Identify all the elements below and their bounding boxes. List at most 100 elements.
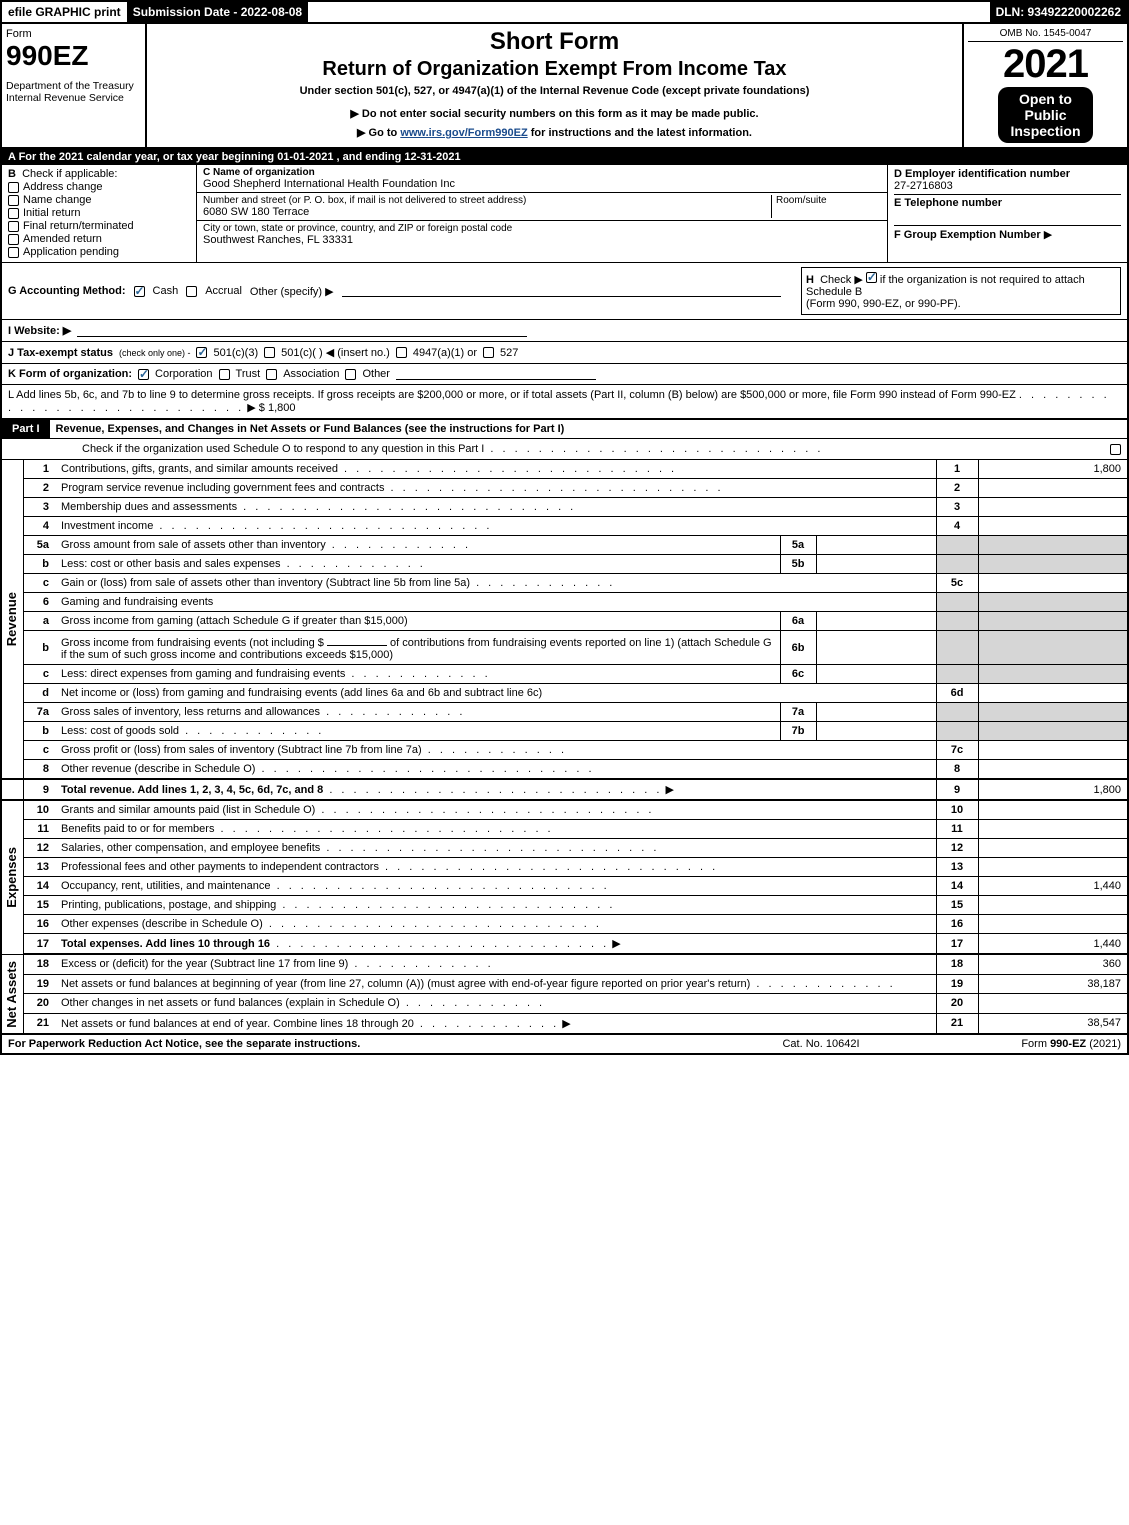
- desc-7c: Gross profit or (loss) from sales of inv…: [61, 744, 422, 756]
- cash-label: Cash: [153, 285, 179, 297]
- cb-initial-return[interactable]: Initial return: [8, 207, 190, 219]
- header-center: Short Form Return of Organization Exempt…: [147, 24, 962, 147]
- table-row: 16Other expenses (describe in Schedule O…: [1, 915, 1128, 934]
- table-row: 4Investment income4: [1, 517, 1128, 536]
- no-ssn-note: Do not enter social security numbers on …: [153, 107, 956, 120]
- 527-label: 527: [500, 347, 518, 359]
- form-header: Form 990EZ Department of the Treasury In…: [0, 24, 1129, 149]
- trust-label: Trust: [236, 368, 261, 380]
- table-row: Expenses 10Grants and similar amounts pa…: [1, 800, 1128, 820]
- cb-trust[interactable]: [219, 369, 230, 380]
- street-value: 6080 SW 180 Terrace: [203, 206, 771, 218]
- cb-accrual[interactable]: [186, 286, 197, 297]
- table-row: 14Occupancy, rent, utilities, and mainte…: [1, 877, 1128, 896]
- table-row: bLess: cost or other basis and sales exp…: [1, 555, 1128, 574]
- part1-header: Part I Revenue, Expenses, and Changes in…: [0, 420, 1129, 439]
- table-row: cGain or (loss) from sale of assets othe…: [1, 574, 1128, 593]
- f-arrow-icon: ▶: [1044, 229, 1052, 241]
- cb-501c[interactable]: [264, 347, 275, 358]
- table-row: 21Net assets or fund balances at end of …: [1, 1013, 1128, 1034]
- cb-4947[interactable]: [396, 347, 407, 358]
- cb-name-change[interactable]: Name change: [8, 194, 190, 206]
- desc-6d: Net income or (loss) from gaming and fun…: [61, 687, 542, 699]
- assoc-label: Association: [283, 368, 339, 380]
- amt-19: 38,187: [978, 974, 1128, 994]
- line-a-tax-year: A For the 2021 calendar year, or tax yea…: [0, 149, 1129, 165]
- other-org-line[interactable]: [396, 368, 596, 380]
- amt-17: 1,440: [978, 934, 1128, 955]
- row-j: J Tax-exempt status (check only one) - 5…: [0, 342, 1129, 364]
- cb-527[interactable]: [483, 347, 494, 358]
- cb-application-pending[interactable]: Application pending: [8, 246, 190, 258]
- city-label: City or town, state or province, country…: [203, 223, 881, 234]
- desc-13: Professional fees and other payments to …: [61, 861, 379, 873]
- desc-3: Membership dues and assessments: [61, 501, 237, 513]
- cb-schedule-o[interactable]: [1110, 444, 1121, 455]
- 501c3-label: 501(c)(3): [213, 347, 258, 359]
- other-specify-line[interactable]: [342, 285, 781, 297]
- check-if-applicable: Check if applicable:: [22, 168, 117, 180]
- cb-corp[interactable]: [138, 369, 149, 380]
- i-label: I Website: ▶: [8, 324, 71, 337]
- desc-20: Other changes in net assets or fund bala…: [61, 997, 400, 1009]
- desc-5c: Gain or (loss) from sale of assets other…: [61, 577, 470, 589]
- box-b: B Check if applicable: Address change Na…: [2, 165, 197, 262]
- desc-12: Salaries, other compensation, and employ…: [61, 842, 320, 854]
- cb-501c3[interactable]: [196, 347, 207, 358]
- efile-label[interactable]: efile GRAPHIC print: [2, 2, 127, 22]
- org-name: Good Shepherd International Health Found…: [203, 178, 881, 190]
- h-label: H: [806, 274, 814, 286]
- desc-1: Contributions, gifts, grants, and simila…: [61, 463, 338, 475]
- revenue-label: Revenue: [2, 586, 21, 652]
- room-suite-label: Room/suite: [771, 195, 881, 218]
- table-row: dNet income or (loss) from gaming and fu…: [1, 684, 1128, 703]
- desc-4: Investment income: [61, 520, 153, 532]
- table-row: cLess: direct expenses from gaming and f…: [1, 665, 1128, 684]
- desc-6: Gaming and fundraising events: [57, 593, 936, 612]
- dept-treasury: Department of the Treasury: [6, 80, 141, 92]
- goto-link[interactable]: www.irs.gov/Form990EZ: [400, 127, 527, 139]
- cb-assoc[interactable]: [266, 369, 277, 380]
- dln-label: DLN: 93492220002262: [990, 2, 1127, 22]
- cb-cash[interactable]: [134, 286, 145, 297]
- form-ref: Form 990-EZ (2021): [921, 1038, 1121, 1050]
- j-only: (check only one) -: [119, 348, 191, 358]
- row-l: L Add lines 5b, 6c, and 7b to line 9 to …: [0, 385, 1129, 420]
- cb-address-change[interactable]: Address change: [8, 181, 190, 193]
- efile-topbar: efile GRAPHIC print Submission Date - 20…: [0, 0, 1129, 24]
- cb-amended-return[interactable]: Amended return: [8, 233, 190, 245]
- expenses-label: Expenses: [2, 841, 21, 914]
- box-h: H Check ▶ if the organization is not req…: [801, 267, 1121, 315]
- g-label: G Accounting Method:: [8, 285, 126, 297]
- website-line[interactable]: [77, 325, 527, 337]
- desc-5b: Less: cost or other basis and sales expe…: [61, 558, 281, 570]
- part1-title: Revenue, Expenses, and Changes in Net As…: [56, 423, 565, 435]
- box-c: C Name of organization Good Shepherd Int…: [197, 165, 887, 262]
- cb-sched-b[interactable]: [866, 272, 877, 283]
- 501c-label: 501(c)( ) ◀ (insert no.): [281, 346, 390, 359]
- 4947-label: 4947(a)(1) or: [413, 347, 477, 359]
- cb-other-org[interactable]: [345, 369, 356, 380]
- bcd-block: B Check if applicable: Address change Na…: [0, 165, 1129, 263]
- street-label: Number and street (or P. O. box, if mail…: [203, 195, 771, 206]
- table-row: 19Net assets or fund balances at beginni…: [1, 974, 1128, 994]
- table-row: bGross income from fundraising events (n…: [1, 631, 1128, 665]
- amt-18: 360: [978, 954, 1128, 974]
- part1-table: Revenue 1 Contributions, gifts, grants, …: [0, 460, 1129, 1034]
- part1-tab: Part I: [2, 420, 50, 438]
- cb-final-return[interactable]: Final return/terminated: [8, 220, 190, 232]
- accrual-label: Accrual: [205, 285, 242, 297]
- header-left: Form 990EZ Department of the Treasury In…: [2, 24, 147, 147]
- desc-6a: Gross income from gaming (attach Schedul…: [61, 615, 408, 627]
- table-row: 17 Total expenses. Add lines 10 through …: [1, 934, 1128, 955]
- page-footer: For Paperwork Reduction Act Notice, see …: [0, 1034, 1129, 1055]
- header-right: OMB No. 1545-0047 2021 Open to Public In…: [962, 24, 1127, 147]
- ln-1: 1: [23, 460, 57, 479]
- corp-label: Corporation: [155, 368, 212, 380]
- table-row: 6Gaming and fundraising events: [1, 593, 1128, 612]
- k-label: K Form of organization:: [8, 368, 132, 380]
- e-label: E Telephone number: [894, 197, 1002, 209]
- table-row: 20Other changes in net assets or fund ba…: [1, 994, 1128, 1014]
- l-text: L Add lines 5b, 6c, and 7b to line 9 to …: [8, 389, 1016, 401]
- row-k: K Form of organization: Corporation Trus…: [0, 364, 1129, 385]
